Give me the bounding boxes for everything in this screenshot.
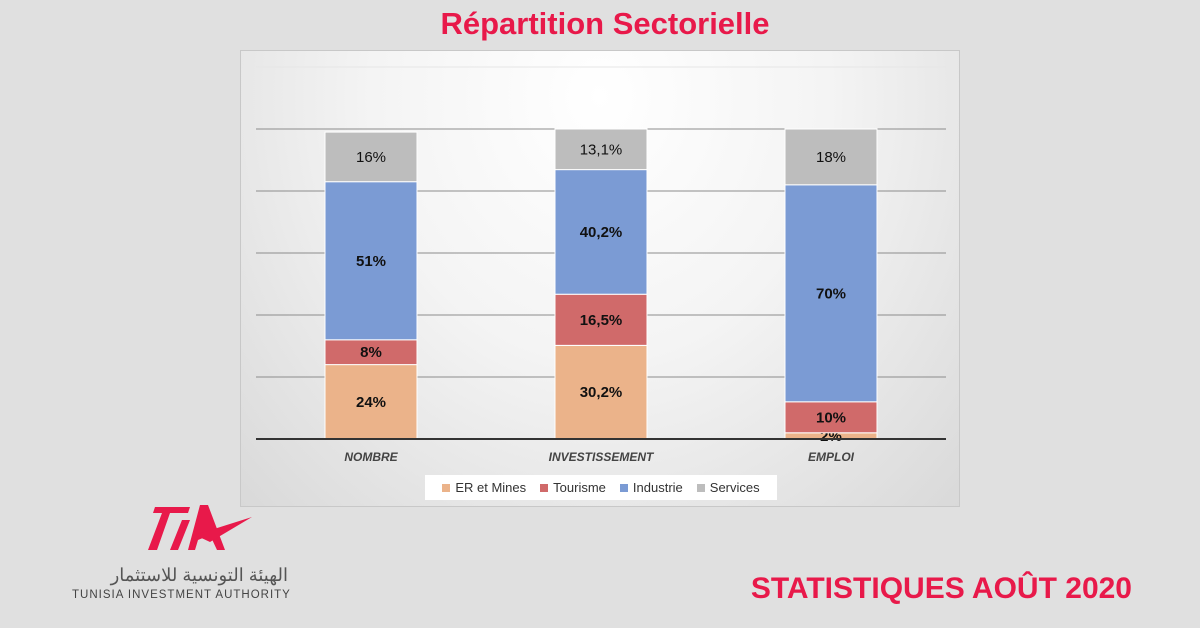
legend: ER et Mines Tourisme Industrie Services (425, 475, 777, 500)
logo-english-text: TUNISIA INVESTMENT AUTHORITY (72, 589, 291, 601)
legend-item: Services (696, 480, 760, 495)
data-label: 70% (816, 285, 846, 302)
bar-segment (554, 293, 648, 346)
legend-item: Industrie (619, 480, 683, 495)
bar-segment (784, 401, 878, 434)
data-label: 13,1% (580, 141, 623, 158)
data-label: 18% (816, 149, 846, 166)
bar-segment (324, 131, 418, 183)
legend-label: Industrie (632, 480, 683, 495)
x-tick-label: EMPLOI (808, 450, 855, 464)
legend-swatch (619, 483, 628, 492)
footer-title: STATISTIQUES AOÛT 2020 (750, 572, 1132, 605)
data-label: 30,2% (580, 384, 623, 401)
data-label: 16,5% (580, 312, 623, 329)
data-label: 16% (356, 149, 386, 166)
legend-label: Tourisme (553, 480, 606, 495)
bar-segment (784, 184, 878, 403)
legend-label: Services (709, 480, 760, 495)
chart-area: 24% 8% 51% 16% NOMBRE 30,2% 16,5% 40,2% 13,1% INV… (240, 50, 960, 507)
bar-segment (554, 169, 648, 295)
stacked-bar-chart: 24% 8% 51% 16% NOMBRE 30,2% 16,5% 40,2% 13,1% INV… (256, 66, 946, 464)
legend-item: ER et Mines (442, 480, 526, 495)
data-label: 10% (816, 409, 846, 426)
logo-arabic-text: الهيئة التونسية للاستثمار (110, 565, 288, 585)
legend-swatch (696, 483, 705, 492)
bar-segment (324, 339, 418, 366)
data-label: 8% (360, 344, 382, 361)
legend-label: ER et Mines (455, 480, 527, 495)
data-label: 40,2% (580, 224, 623, 241)
bar-segment (554, 128, 648, 171)
chart-title: Répartition Sectorielle (440, 6, 770, 41)
legend-swatch (540, 483, 549, 492)
data-label: 24% (356, 394, 386, 411)
bar-segment (784, 128, 878, 186)
bar-segment (554, 344, 648, 440)
legend-item: Tourisme (540, 480, 606, 495)
data-label: 51% (356, 253, 386, 270)
x-tick-label: INVESTISSEMENT (549, 450, 655, 464)
legend-swatch (442, 483, 451, 492)
x-tick-label: NOMBRE (344, 450, 398, 464)
bar-segment (324, 181, 418, 341)
tia-logo (148, 505, 252, 550)
